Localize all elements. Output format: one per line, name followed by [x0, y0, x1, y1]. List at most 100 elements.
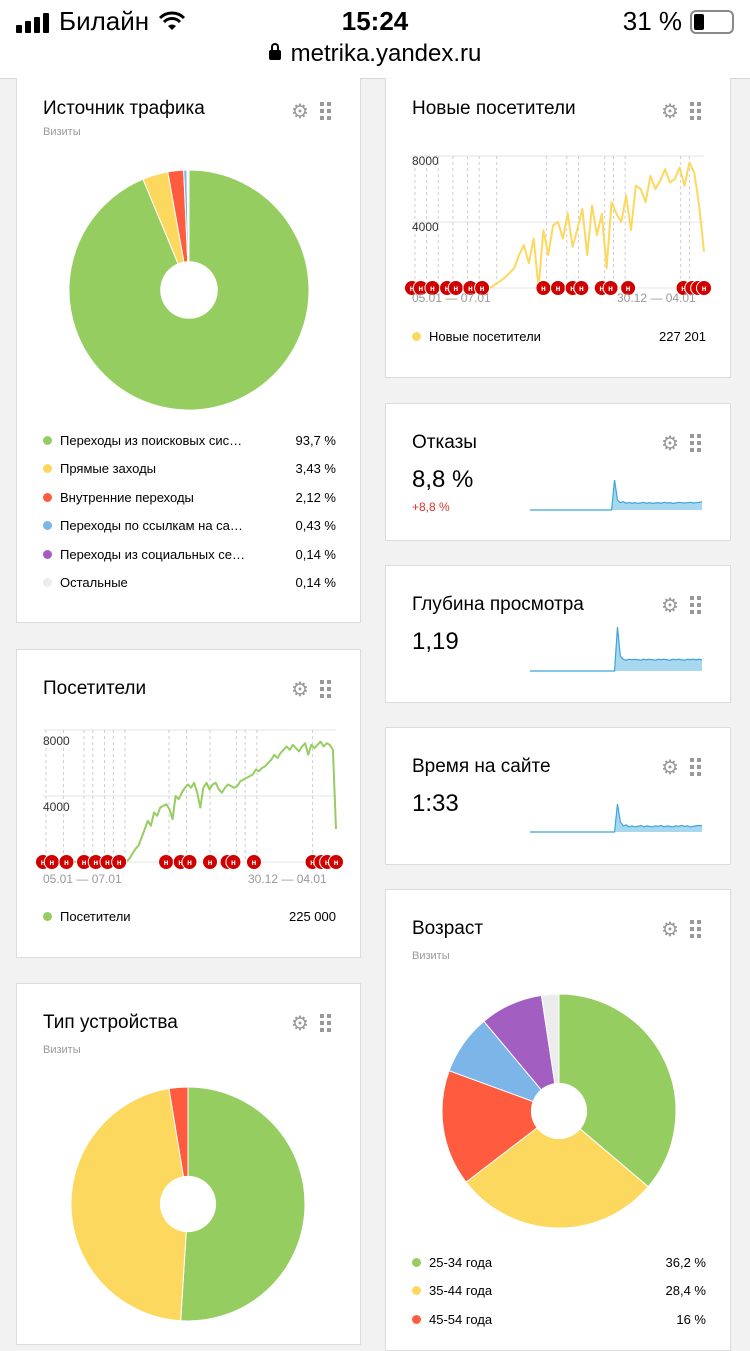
- svg-text:н: н: [164, 858, 169, 867]
- signal-icon: [16, 11, 49, 33]
- legend-swatch: [43, 549, 52, 559]
- drag-handle-icon[interactable]: [690, 758, 702, 776]
- legend-item[interactable]: 45-54 года 16 %: [412, 1309, 706, 1329]
- legend-value: 225 000: [289, 908, 336, 924]
- annotation-marker[interactable]: н: [696, 280, 712, 296]
- legend-swatch: [43, 911, 52, 921]
- gear-icon[interactable]: ⚙: [661, 919, 679, 941]
- annotation-marker[interactable]: н: [550, 280, 566, 296]
- widget-bounce-rate: Отказы ⚙ 8,8 % +8,8 %: [385, 403, 731, 541]
- age-slice-1[interactable]: [465, 1110, 649, 1229]
- pie-hole: [530, 1082, 588, 1140]
- legend-label: 25-34 года: [429, 1254, 493, 1270]
- svg-text:н: н: [608, 284, 613, 293]
- annotation-marker[interactable]: н: [58, 854, 75, 870]
- legend-item[interactable]: 35-44 года 28,4 %: [412, 1281, 706, 1301]
- drag-handle-icon[interactable]: [690, 920, 702, 938]
- sparkline-line: [530, 479, 703, 511]
- gear-icon[interactable]: ⚙: [661, 595, 679, 617]
- annotation-marker[interactable]: н: [43, 854, 60, 870]
- metric-delta: +8,8 %: [412, 500, 450, 514]
- annotation-marker[interactable]: н: [181, 854, 198, 870]
- legend-label: Остальные: [60, 575, 128, 590]
- annotation-marker[interactable]: н: [202, 854, 219, 870]
- gear-icon[interactable]: ⚙: [661, 757, 679, 779]
- gear-icon[interactable]: ⚙: [661, 433, 679, 455]
- gear-icon[interactable]: ⚙: [291, 1013, 309, 1035]
- bounce-sparkline: [530, 479, 703, 511]
- device-pie-chart: [70, 1086, 306, 1322]
- legend-item[interactable]: Переходы из социальных се… 0,14 %: [43, 544, 336, 564]
- annotation-marker[interactable]: н: [158, 854, 175, 870]
- svg-text:н: н: [626, 284, 631, 293]
- drag-handle-icon[interactable]: [320, 1014, 332, 1032]
- device-slice-2[interactable]: [168, 1086, 189, 1205]
- sparkline-area: [530, 480, 702, 510]
- svg-text:н: н: [334, 858, 339, 867]
- annotation-marker[interactable]: н: [602, 280, 619, 296]
- widget-title: Отказы: [412, 432, 477, 453]
- legend-item[interactable]: 25-34 года 36,2 %: [412, 1252, 706, 1272]
- legend-swatch: [43, 464, 52, 473]
- legend-item[interactable]: Переходы по ссылкам на са… 0,43 %: [43, 516, 336, 536]
- metric-value: 1:33: [412, 790, 459, 817]
- drag-handle-icon[interactable]: [690, 102, 702, 120]
- annotation-marker[interactable]: н: [87, 854, 104, 870]
- device-slice-0[interactable]: [180, 1086, 306, 1322]
- y-tick-label: 4000: [412, 220, 439, 234]
- drag-handle-icon[interactable]: [690, 434, 702, 452]
- legend-value: 93,7 %: [295, 432, 336, 448]
- annotation-marker[interactable]: н: [225, 854, 242, 870]
- gear-icon[interactable]: ⚙: [661, 101, 679, 123]
- legend-item[interactable]: Прямые заходы 3,43 %: [43, 459, 336, 479]
- legend-value: 28,4 %: [665, 1283, 706, 1298]
- y-tick-label: 8000: [43, 734, 70, 748]
- status-bar: Билайн 15:24 31 % metrika.yandex.ru: [0, 0, 750, 79]
- age-slice-0[interactable]: [558, 993, 677, 1188]
- widget-title: Посетители: [43, 678, 147, 699]
- traffic-slice-5[interactable]: [187, 169, 190, 291]
- gear-icon[interactable]: ⚙: [291, 101, 309, 123]
- annotation-marker[interactable]: н: [620, 280, 637, 296]
- annotation-marker[interactable]: н: [535, 280, 552, 296]
- y-tick-label: 8000: [412, 154, 439, 168]
- svg-text:н: н: [541, 284, 546, 293]
- wifi-icon: [159, 11, 186, 30]
- svg-text:н: н: [702, 284, 707, 293]
- annotation-marker[interactable]: н: [474, 280, 491, 296]
- gear-icon[interactable]: ⚙: [291, 679, 309, 701]
- legend-label: Внутренние переходы: [60, 489, 194, 505]
- widget-visitors: Посетители ⚙ нннннннннннннннннн 8000 400…: [16, 649, 361, 958]
- drag-handle-icon[interactable]: [320, 102, 332, 120]
- svg-text:н: н: [117, 858, 122, 867]
- svg-text:н: н: [252, 858, 257, 867]
- legend-swatch: [412, 1257, 421, 1267]
- legend-label: Переходы из поисковых сис…: [60, 432, 243, 448]
- legend-item[interactable]: Внутренние переходы 2,12 %: [43, 487, 336, 507]
- svg-text:н: н: [599, 284, 604, 293]
- legend-item[interactable]: Посетители 225 000: [43, 906, 336, 926]
- carrier-name: Билайн: [59, 6, 150, 36]
- svg-text:н: н: [187, 858, 192, 867]
- age-slice-2[interactable]: [441, 1070, 561, 1183]
- legend-swatch: [43, 521, 52, 530]
- annotation-marker[interactable]: н: [573, 280, 590, 296]
- widget-subtitle: Визиты: [43, 126, 81, 138]
- svg-text:н: н: [410, 284, 415, 293]
- drag-handle-icon[interactable]: [690, 596, 702, 614]
- annotation-marker[interactable]: н: [328, 854, 344, 870]
- legend-item[interactable]: Остальные 0,14 %: [43, 573, 336, 593]
- svg-text:н: н: [453, 284, 458, 293]
- age-slice-5[interactable]: [540, 993, 560, 1112]
- battery-percent: 31 %: [622, 6, 682, 36]
- address-bar[interactable]: metrika.yandex.ru: [0, 40, 750, 68]
- legend-item[interactable]: Новые посетители 227 201: [412, 326, 706, 346]
- device-slice-1[interactable]: [70, 1087, 189, 1322]
- annotation-marker[interactable]: н: [245, 854, 262, 870]
- widget-title: Время на сайте: [412, 756, 551, 777]
- annotation-marker[interactable]: н: [111, 854, 128, 870]
- legend-item[interactable]: Переходы из поисковых сис… 93,7 %: [43, 430, 336, 450]
- drag-handle-icon[interactable]: [320, 680, 332, 698]
- svg-text:н: н: [49, 858, 54, 867]
- svg-text:н: н: [178, 858, 183, 867]
